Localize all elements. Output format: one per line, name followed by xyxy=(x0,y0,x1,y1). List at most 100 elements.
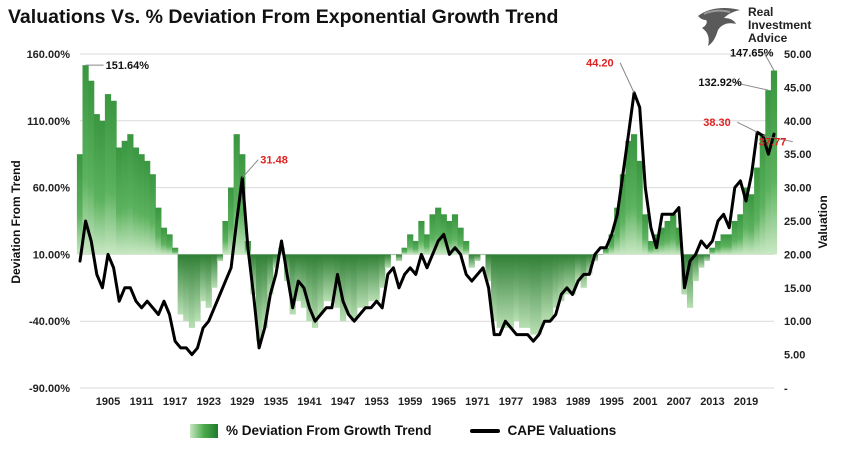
deviation-bar xyxy=(563,254,571,295)
x-tick-label: 1929 xyxy=(230,396,254,408)
deviation-bar xyxy=(144,160,151,255)
logo-line-3: Advice xyxy=(748,31,788,45)
legend-label-cape: CAPE Valuations xyxy=(507,423,617,438)
x-tick-label: 2007 xyxy=(667,396,691,408)
deviation-bar xyxy=(502,254,509,328)
deviation-bar xyxy=(754,167,761,255)
right-tick-label: 35.00 xyxy=(784,149,812,161)
deviation-bar xyxy=(709,247,716,255)
deviation-bar xyxy=(317,254,324,315)
left-tick-label: 160.00% xyxy=(27,49,71,61)
deviation-bar xyxy=(323,254,330,302)
deviation-bar xyxy=(395,254,403,262)
deviation-bar xyxy=(524,254,531,328)
x-tick-label: 1935 xyxy=(264,396,288,408)
x-tick-label: 1983 xyxy=(532,396,556,408)
right-tick-label: 50.00 xyxy=(784,49,812,61)
deviation-bar xyxy=(132,147,140,255)
deviation-bar xyxy=(407,234,414,255)
deviation-bar xyxy=(463,241,470,255)
deviation-bar xyxy=(602,247,610,255)
deviation-bar xyxy=(552,254,559,308)
deviation-bar xyxy=(82,65,89,255)
deviation-bar xyxy=(759,134,766,255)
deviation-bar xyxy=(345,254,352,315)
deviation-bar xyxy=(485,254,492,282)
deviation-bar xyxy=(558,254,565,302)
deviation-bar xyxy=(642,214,649,255)
left-axis-title: Deviation From Trend xyxy=(9,160,23,283)
annotation-leader xyxy=(736,121,758,133)
deviation-bar xyxy=(686,254,694,308)
deviation-bar xyxy=(116,147,123,255)
right-axis-title: Valuation xyxy=(816,195,830,248)
deviation-bar xyxy=(625,140,632,255)
deviation-bar xyxy=(239,154,246,255)
deviation-bar xyxy=(412,241,419,255)
deviation-bar xyxy=(222,221,229,255)
deviation-bar xyxy=(418,221,425,255)
deviation-bar xyxy=(267,254,274,295)
x-tick-label: 2013 xyxy=(700,396,724,408)
deviation-bar xyxy=(451,214,459,255)
cape-line xyxy=(78,91,776,357)
legend-label-deviation: % Deviation From Growth Trend xyxy=(226,423,432,438)
deviation-bar xyxy=(138,154,145,255)
deviation-bar xyxy=(300,254,307,308)
deviation-bar xyxy=(619,174,626,255)
left-tick-label: 60.00% xyxy=(33,183,71,195)
deviation-bar xyxy=(614,207,621,255)
legend-item-cape: CAPE Valuations xyxy=(469,423,617,438)
deviation-bar xyxy=(384,254,391,268)
deviation-bar xyxy=(692,254,699,282)
x-tick-label: 1905 xyxy=(96,396,120,408)
deviation-bar xyxy=(535,254,543,335)
right-tick-label: 25.00 xyxy=(784,216,812,228)
annotation-leader xyxy=(241,159,259,179)
annotation-label: 44.20 xyxy=(586,58,614,70)
deviation-bar xyxy=(160,227,168,255)
chart-area: 160.00% 110.00% 60.00% 10.00% -40.00% -90.00%… xyxy=(9,47,830,408)
deviation-bar xyxy=(272,254,279,268)
deviation-bar xyxy=(580,254,587,288)
annotation-leader xyxy=(732,81,769,91)
deviation-bar xyxy=(76,154,84,255)
deviation-bar xyxy=(379,254,386,288)
deviation-bar xyxy=(519,254,526,328)
deviation-bar xyxy=(630,134,638,255)
deviation-bar xyxy=(474,254,481,262)
x-tick-label: 1989 xyxy=(566,396,590,408)
deviation-bar xyxy=(166,234,173,255)
deviation-bar xyxy=(261,254,268,328)
deviation-area-series xyxy=(76,65,778,342)
deviation-bar xyxy=(748,194,755,255)
deviation-bar xyxy=(233,134,240,255)
annotations: 151.64% 31.48 44.20 147.65% 132.92% 38.30 37.7… xyxy=(85,47,793,179)
deviation-bar xyxy=(99,120,106,255)
deviation-bar xyxy=(328,254,335,302)
deviation-bar xyxy=(194,254,201,322)
deviation-bar xyxy=(765,90,772,255)
deviation-bar xyxy=(541,254,548,322)
deviation-bar xyxy=(205,254,212,308)
deviation-bar xyxy=(127,134,134,255)
cape-line-series xyxy=(78,91,776,357)
deviation-bar xyxy=(390,254,397,255)
left-tick-label: -90.00% xyxy=(29,383,70,395)
legend-swatch-cape xyxy=(469,428,500,433)
left-axis-ticks: 160.00% 110.00% 60.00% 10.00% -40.00% -90.00% xyxy=(27,49,71,395)
logo-text: Real Investment Advice xyxy=(748,6,811,45)
deviation-bar xyxy=(647,241,654,255)
deviation-bar xyxy=(468,254,475,268)
deviation-bar xyxy=(423,234,431,255)
deviation-bar xyxy=(306,254,313,322)
deviation-bar xyxy=(362,254,369,308)
logo: Real Investment Advice xyxy=(694,4,834,48)
left-tick-label: 10.00% xyxy=(33,249,71,261)
annotation-leader xyxy=(619,62,635,93)
deviation-bar xyxy=(149,174,156,255)
deviation-bar xyxy=(104,94,112,255)
x-tick-label: 1971 xyxy=(465,396,489,408)
chart-title: Valuations Vs. % Deviation From Exponent… xyxy=(8,6,559,28)
deviation-bar xyxy=(278,247,285,255)
